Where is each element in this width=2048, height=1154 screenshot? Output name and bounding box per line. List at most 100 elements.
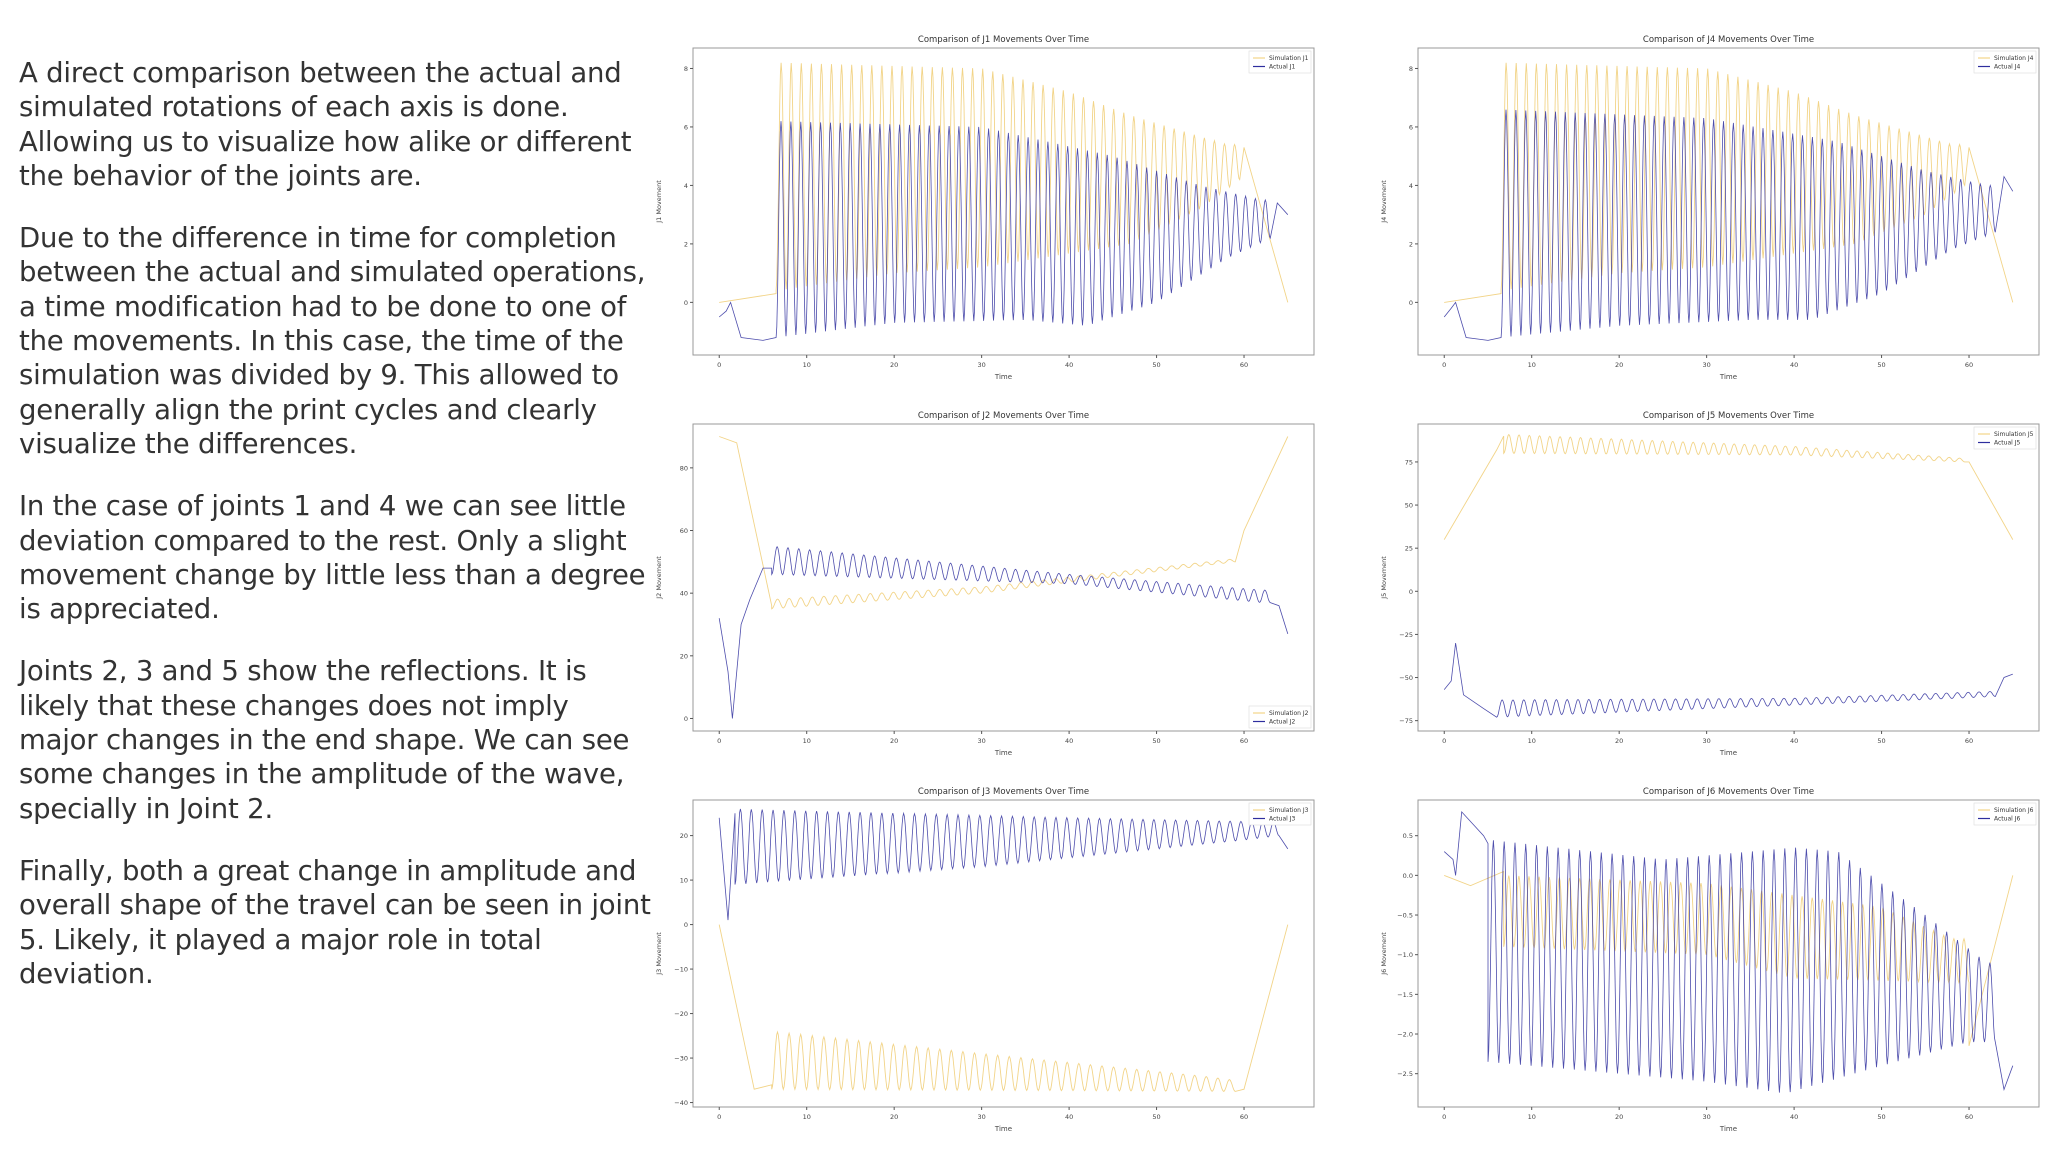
- x-tick-label: 30: [1702, 1113, 1710, 1121]
- y-tick-label: 75: [1405, 458, 1413, 466]
- y-tick-label: 40: [680, 590, 688, 598]
- y-tick-label: −2.5: [1397, 1070, 1413, 1078]
- y-tick-label: 2: [684, 240, 688, 248]
- legend: Simulation J5 Actual J5: [1973, 426, 2037, 450]
- paragraph-joints-1-4: In the case of joints 1 and 4 we can see…: [19, 490, 646, 626]
- legend-label: Simulation J5: [1994, 431, 2034, 438]
- series-line-actual: [1443, 810, 2014, 1093]
- y-axis-label: J5 Movement: [1380, 556, 1388, 600]
- y-tick-label: 6: [1409, 123, 1413, 131]
- x-tick-label: 10: [803, 1113, 811, 1121]
- legend-label: Actual J3: [1269, 816, 1295, 823]
- x-axis-label: Time: [994, 373, 1012, 381]
- y-tick-label: 8: [1409, 65, 1413, 73]
- y-tick-label: 0: [684, 715, 688, 723]
- y-tick-label: 4: [684, 182, 688, 190]
- x-tick-label: 20: [1615, 737, 1623, 745]
- x-tick-label: 20: [890, 361, 898, 369]
- x-tick-label: 50: [1877, 1113, 1885, 1121]
- legend: Simulation J4 Actual J4: [1973, 50, 2037, 74]
- y-tick-label: 0: [1409, 299, 1413, 307]
- x-tick-label: 0: [1442, 737, 1446, 745]
- x-tick-label: 10: [1528, 361, 1536, 369]
- legend: Simulation J2 Actual J2: [1248, 705, 1312, 729]
- legend-label: Simulation J1: [1269, 55, 1309, 62]
- x-tick-label: 30: [1702, 361, 1710, 369]
- y-tick-label: −2.0: [1397, 1031, 1413, 1039]
- y-tick-label: 25: [1405, 545, 1413, 553]
- y-tick-label: −1.0: [1397, 951, 1413, 959]
- y-tick-label: 20: [680, 652, 688, 660]
- x-tick-label: 20: [1615, 361, 1623, 369]
- x-tick-label: 0: [717, 737, 721, 745]
- series-line-simulation: [719, 436, 1289, 610]
- x-tick-label: 10: [1528, 737, 1536, 745]
- chart-j6: Comparison of J6 Movements Over Time 0 10 2…: [1379, 780, 2048, 1150]
- paragraph-time-modification: Due to the difference in time for comple…: [19, 222, 646, 460]
- legend-label: Actual J1: [1269, 64, 1295, 71]
- x-axis-label: Time: [1719, 1125, 1737, 1133]
- legend-label: Actual J5: [1994, 440, 2020, 447]
- y-tick-label: −1.5: [1397, 991, 1413, 999]
- x-tick-label: 50: [1152, 361, 1160, 369]
- series-line-simulation: [1443, 433, 2014, 540]
- x-axis-label: Time: [994, 1125, 1012, 1133]
- x-tick-label: 30: [977, 361, 985, 369]
- paragraph-joints-2-3-5: Joints 2, 3 and 5 show the reflections. …: [19, 655, 630, 825]
- y-tick-label: 2: [1409, 240, 1413, 248]
- y-tick-label: 8: [684, 65, 688, 73]
- plot-frame: [692, 47, 1315, 356]
- series-line-actual: [1443, 642, 2013, 718]
- legend-box: [1973, 426, 2037, 450]
- x-tick-label: 20: [890, 737, 898, 745]
- y-axis-label: J6 Movement: [1380, 932, 1388, 976]
- x-tick-label: 50: [1152, 1113, 1160, 1121]
- y-tick-label: −0.5: [1397, 912, 1413, 920]
- x-tick-label: 40: [1065, 737, 1073, 745]
- plot-frame: [692, 799, 1315, 1108]
- x-tick-label: 0: [1442, 361, 1446, 369]
- chart-title: Comparison of J3 Movements Over Time: [918, 787, 1089, 797]
- y-tick-label: −40: [674, 1099, 688, 1107]
- plot-frame: [692, 423, 1315, 732]
- y-tick-label: −10: [674, 966, 688, 974]
- series-line-actual: [718, 808, 1289, 921]
- legend-label: Simulation J3: [1269, 807, 1309, 814]
- series-line-actual: [1443, 109, 2014, 341]
- legend-box: [1248, 50, 1312, 74]
- chart-title: Comparison of J1 Movements Over Time: [918, 35, 1089, 45]
- plot-frame: [1417, 423, 2040, 732]
- y-tick-label: −25: [1399, 631, 1413, 639]
- x-tick-label: 60: [1240, 1113, 1248, 1121]
- x-tick-label: 60: [1965, 361, 1973, 369]
- x-tick-label: 40: [1065, 361, 1073, 369]
- x-tick-label: 40: [1065, 1113, 1073, 1121]
- y-tick-label: 4: [1409, 182, 1413, 190]
- chart-j1: Comparison of J1 Movements Over Time 0 10 2…: [654, 28, 1330, 398]
- x-tick-label: 60: [1965, 737, 1973, 745]
- series-line-actual: [718, 121, 1289, 341]
- y-tick-label: 0: [1409, 588, 1413, 596]
- legend: Simulation J6 Actual J6: [1973, 802, 2037, 826]
- x-tick-label: 10: [1528, 1113, 1536, 1121]
- chart-j4: Comparison of J4 Movements Over Time 0 10 2…: [1379, 28, 2048, 398]
- x-tick-label: 0: [717, 361, 721, 369]
- chart-svg: Comparison of J3 Movements Over Time 0 10 2…: [655, 787, 1315, 1133]
- chart-title: Comparison of J4 Movements Over Time: [1643, 35, 1814, 45]
- y-axis-label: J1 Movement: [655, 180, 663, 224]
- y-tick-label: 50: [1405, 502, 1413, 510]
- legend-label: Simulation J2: [1269, 710, 1309, 717]
- description-text: A direct comparison between the actual a…: [19, 56, 655, 1019]
- plot-frame: [1417, 799, 2040, 1108]
- y-tick-label: 0.5: [1403, 832, 1413, 840]
- chart-svg: Comparison of J4 Movements Over Time 0 10 2…: [1380, 35, 2040, 381]
- x-tick-label: 30: [977, 1113, 985, 1121]
- x-tick-label: 30: [977, 737, 985, 745]
- x-axis-label: Time: [1719, 749, 1737, 757]
- series-line-simulation: [1444, 870, 2014, 1047]
- chart-j5: Comparison of J5 Movements Over Time 0 10 2…: [1379, 404, 2048, 774]
- paragraph-intro: A direct comparison between the actual a…: [19, 57, 632, 192]
- legend-label: Actual J6: [1994, 816, 2020, 823]
- chart-title: Comparison of J5 Movements Over Time: [1643, 411, 1814, 421]
- y-axis-label: J4 Movement: [1380, 180, 1388, 224]
